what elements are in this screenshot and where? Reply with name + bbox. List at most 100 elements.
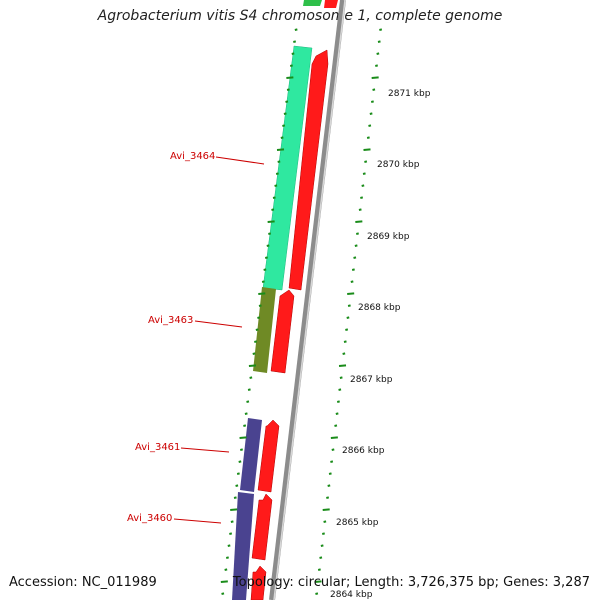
inner-tick: [244, 412, 248, 415]
inner-tick: [282, 124, 286, 127]
outer-tick: [339, 376, 343, 379]
outer-tick: [377, 40, 381, 43]
inner-tick: [252, 352, 256, 355]
inner-tick: [261, 280, 265, 283]
gene-avi-3460[interactable]: [232, 492, 254, 600]
gene-label-text: Avi_3461: [135, 442, 180, 453]
partial-gene-top-red: [324, 0, 338, 8]
gene-avi-3463[interactable]: [253, 287, 276, 373]
inner-tick: [257, 316, 261, 319]
leader-line: [215, 156, 265, 165]
cds-forward-5[interactable]: [250, 565, 267, 600]
inner-tick: [277, 160, 281, 163]
gene-label-text: Avi_3460: [127, 513, 172, 524]
inner-tick: [293, 40, 297, 43]
inner-tick: [254, 340, 258, 343]
outer-tick: [330, 436, 338, 439]
outer-tick: [323, 520, 327, 523]
inner-tick: [274, 184, 278, 187]
outer-tick: [362, 172, 366, 175]
gene-avi-3461[interactable]: [240, 418, 262, 492]
outer-tick: [355, 232, 359, 235]
outer-tick: [321, 532, 325, 535]
genome-backbone-highlight: [273, 0, 346, 600]
outer-tick-marks: [314, 28, 383, 595]
outer-tick: [335, 412, 339, 415]
inner-tick: [225, 556, 229, 559]
inner-tick: [275, 172, 279, 175]
inner-tick: [233, 496, 237, 499]
inner-tick: [289, 64, 293, 67]
gene-label-avi-3460[interactable]: Avi_3460: [127, 513, 222, 524]
accession-label: Accession: NC_011989: [9, 575, 157, 590]
outer-tick: [372, 88, 376, 91]
outer-tick: [353, 256, 357, 259]
inner-tick: [283, 112, 287, 115]
inner-tick: [227, 544, 231, 547]
outer-tick: [322, 508, 330, 511]
cds-forward-2[interactable]: [270, 289, 295, 374]
inner-tick: [291, 52, 295, 55]
inner-tick: [238, 460, 242, 463]
outer-tick: [319, 556, 323, 559]
map-title: Agrobacterium vitis S4 chromosome 1, com…: [97, 8, 503, 24]
outer-tick: [328, 472, 332, 475]
outer-tick: [326, 496, 330, 499]
outer-tick: [369, 112, 373, 115]
outer-tick: [370, 100, 374, 103]
cds-forward-4[interactable]: [251, 493, 273, 561]
outer-tick: [363, 148, 371, 151]
gene-label-avi-3464[interactable]: Avi_3464: [170, 151, 265, 165]
scale-label-2868: 2868 kbp: [358, 303, 401, 313]
outer-tick: [360, 196, 364, 199]
genome-backbone: [269, 0, 346, 600]
outer-tick: [314, 580, 322, 583]
inner-tick: [220, 580, 228, 583]
outer-tick: [366, 136, 370, 139]
inner-tick: [235, 484, 239, 487]
outer-tick: [354, 244, 358, 247]
outer-tick: [338, 388, 342, 391]
inner-tick-marks: [220, 28, 298, 595]
outer-tick: [346, 316, 350, 319]
inner-tick: [268, 232, 272, 235]
inner-tick: [258, 304, 262, 307]
genome-summary: Topology: circular; Length: 3,726,375 bp…: [232, 575, 590, 590]
leader-line: [180, 447, 230, 453]
outer-tick: [355, 220, 363, 223]
outer-tick: [343, 340, 347, 343]
inner-tick: [243, 424, 247, 427]
outer-tick: [358, 208, 362, 211]
leader-line: [173, 518, 222, 524]
outer-tick: [361, 184, 365, 187]
inner-tick: [255, 328, 259, 331]
gene-label-text: Avi_3463: [148, 315, 193, 326]
inner-tick: [249, 376, 253, 379]
outer-tick: [334, 424, 338, 427]
inner-tick: [239, 436, 247, 439]
outer-tick: [345, 328, 349, 331]
gene-label-avi-3463[interactable]: Avi_3463: [148, 315, 243, 328]
cds-forward-3[interactable]: [257, 419, 280, 493]
inner-tick: [224, 568, 228, 571]
outer-tick: [331, 448, 335, 451]
gene-avi-3464[interactable]: [262, 45, 313, 291]
outer-tick: [364, 160, 368, 163]
outer-tick: [368, 124, 372, 127]
inner-tick: [240, 448, 243, 451]
inner-tick: [248, 364, 257, 367]
cds-forward-1[interactable]: [288, 49, 329, 291]
inner-tick: [258, 292, 266, 295]
inner-tick: [271, 208, 275, 211]
inner-tick: [285, 100, 289, 103]
outer-tick: [350, 280, 354, 283]
inner-tick: [276, 148, 285, 151]
inner-tick: [286, 88, 290, 91]
inner-tick: [236, 472, 240, 475]
outer-tick: [315, 592, 319, 595]
inner-tick: [272, 196, 276, 199]
scale-labels: 2871 kbp 2870 kbp 2869 kbp 2868 kbp 2867…: [330, 89, 431, 600]
gene-label-avi-3461[interactable]: Avi_3461: [135, 442, 230, 453]
scale-label-2866: 2866 kbp: [342, 446, 385, 456]
